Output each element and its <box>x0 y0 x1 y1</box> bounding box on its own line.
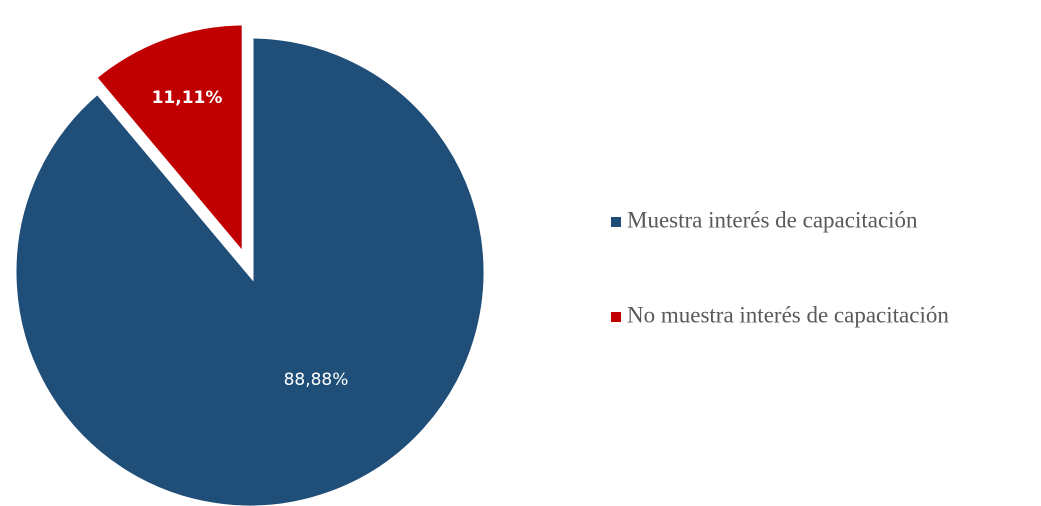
legend-swatch-2 <box>611 312 621 322</box>
legend-item-2: No muestra interés de capacitación <box>611 302 949 327</box>
legend-label-2: No muestra interés de capacitación <box>627 302 949 327</box>
pie-slice-2 <box>87 18 249 269</box>
data-label-1: 88,88% <box>284 370 349 390</box>
legend-item-1: Muestra interés de capacitación <box>611 207 918 232</box>
legend: Muestra interés de capacitación No muestr… <box>611 207 949 327</box>
legend-swatch-1 <box>611 217 621 227</box>
pie-slices <box>9 18 491 506</box>
data-label-2: 11,11% <box>152 88 223 108</box>
pie-slice-1 <box>9 31 491 506</box>
pie-data-labels: 88,88% 11,11% <box>152 88 349 390</box>
legend-label-1: Muestra interés de capacitación <box>627 207 918 232</box>
